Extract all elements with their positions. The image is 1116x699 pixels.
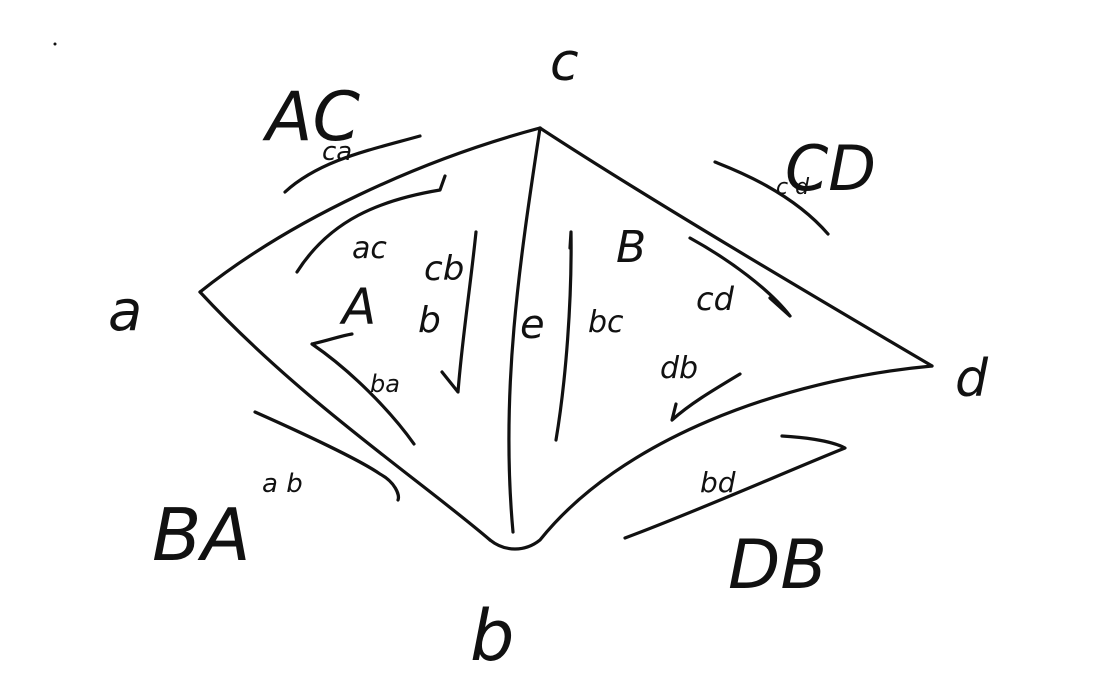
inner-label-ba: ba xyxy=(370,370,400,398)
vertex-label-b: b xyxy=(470,595,514,677)
arrow-db-inner xyxy=(670,372,742,422)
edge-label-ba-outer: BA xyxy=(152,493,251,577)
arrow-ca-outer xyxy=(283,134,422,194)
edge-label-ca-outer: AC xyxy=(262,78,361,157)
arrow-cd-outer xyxy=(713,160,830,236)
edge-label-bd-outer: DB xyxy=(728,526,827,605)
face-label-B: B xyxy=(616,222,646,273)
edge-label-cd-small: c d xyxy=(776,175,810,200)
inner-label-b-mark: b xyxy=(418,300,441,341)
edge-label-bd-small: bd xyxy=(700,466,736,499)
edge-d-b xyxy=(488,364,934,551)
edge-label-cd-outer: CD xyxy=(785,132,876,205)
arrow-bd-outer xyxy=(623,434,847,540)
vertex-label-c: c xyxy=(550,33,579,93)
inner-label-e: e xyxy=(520,302,545,348)
arrow-ac-inner xyxy=(295,174,447,274)
edge-a-c xyxy=(198,126,542,294)
arrow-e-inner xyxy=(554,230,573,442)
arrow-ba-outer xyxy=(253,410,401,502)
inner-label-bc: bc xyxy=(588,305,624,340)
vertex-label-d: d xyxy=(955,349,989,409)
edge-label-ba-small: a b xyxy=(262,469,303,499)
edge-label-ca-small: ca xyxy=(322,137,352,167)
edge-c-b-diagonal xyxy=(507,126,542,534)
face-label-A: A xyxy=(339,278,376,336)
arrow-ba-inner xyxy=(310,332,416,446)
edge-b-a xyxy=(198,290,492,542)
stray-dot xyxy=(53,42,57,46)
inner-label-cd: cd xyxy=(696,280,735,318)
vertex-label-a: a xyxy=(108,279,142,344)
arrow-cb-inner xyxy=(440,230,478,394)
inner-label-db: db xyxy=(660,351,698,386)
inner-label-cb: cb xyxy=(424,249,464,289)
arrow-cd-inner xyxy=(688,236,792,318)
edge-c-d xyxy=(538,126,934,368)
inner-label-ac: ac xyxy=(352,231,387,266)
